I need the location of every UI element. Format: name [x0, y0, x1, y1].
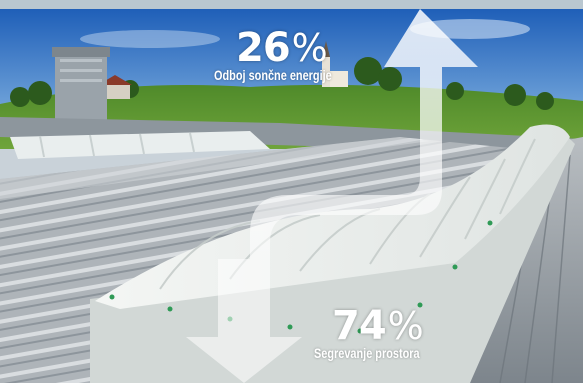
- skylight-dome: [95, 124, 570, 310]
- vent-tower: [52, 47, 110, 121]
- up-arrow: [250, 9, 478, 259]
- reflection-label: Odboj sončne energije: [214, 67, 332, 83]
- church: [322, 41, 348, 87]
- heat-flow-arrows: [186, 9, 478, 383]
- down-arrow: [186, 259, 302, 383]
- reflection-unit: %: [291, 26, 328, 70]
- heating-stat: 74% Segrevanje prostora: [314, 306, 449, 360]
- reflection-stat: 26% Odboj sončne energije: [214, 28, 365, 82]
- reflection-value: 26: [236, 25, 291, 71]
- heating-value: 74: [332, 303, 387, 349]
- roof-skylight-photo: [0, 9, 583, 383]
- heating-label: Segrevanje prostora: [314, 345, 420, 361]
- top-band: [0, 0, 583, 9]
- skylight-base: [90, 129, 575, 383]
- heating-unit: %: [387, 304, 424, 348]
